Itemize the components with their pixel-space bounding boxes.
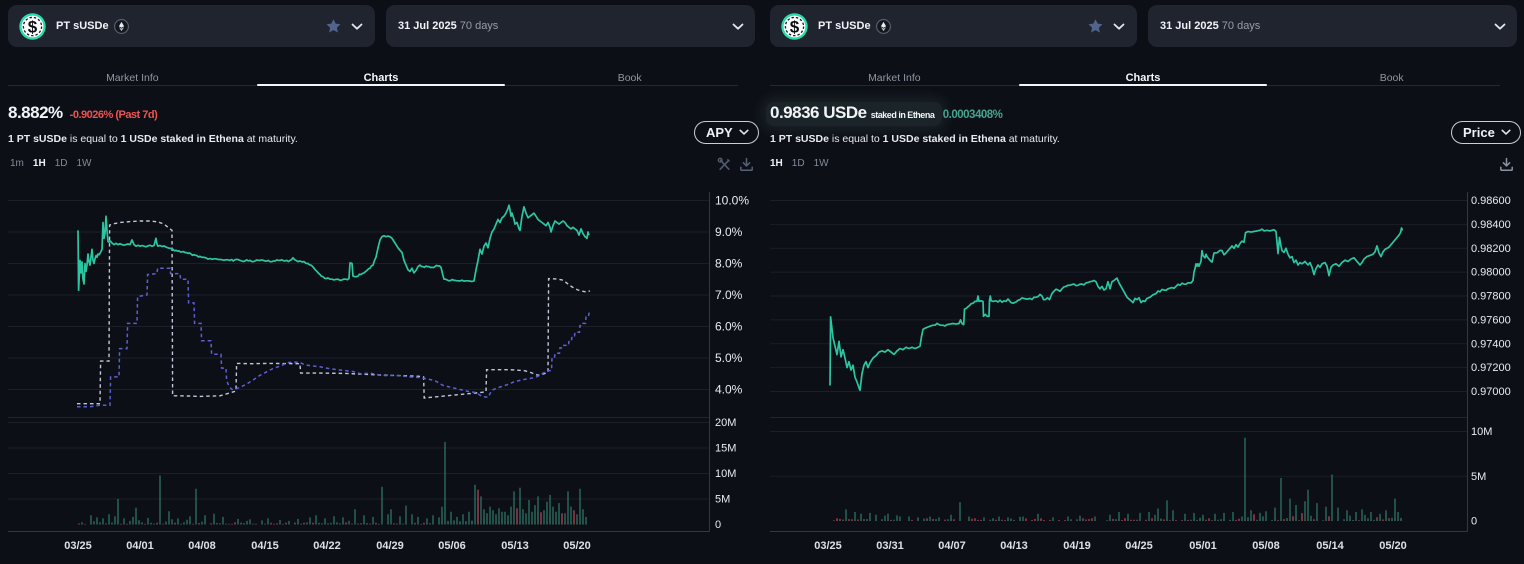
svg-text:0.98600: 0.98600 xyxy=(1471,195,1511,207)
svg-text:03/25: 03/25 xyxy=(64,540,92,552)
svg-text:15M: 15M xyxy=(715,443,736,455)
svg-text:10M: 10M xyxy=(715,468,736,480)
svg-text:0.97200: 0.97200 xyxy=(1471,362,1511,374)
svg-text:04/29: 04/29 xyxy=(376,540,404,552)
svg-text:5.0%: 5.0% xyxy=(715,351,743,365)
svg-text:4.0%: 4.0% xyxy=(715,383,743,397)
svg-text:20M: 20M xyxy=(715,417,736,429)
svg-text:0.97400: 0.97400 xyxy=(1471,338,1511,350)
svg-text:04/08: 04/08 xyxy=(188,540,216,552)
svg-text:5M: 5M xyxy=(1471,471,1486,483)
svg-text:04/01: 04/01 xyxy=(126,540,154,552)
svg-text:7.0%: 7.0% xyxy=(715,288,743,302)
svg-text:0.97000: 0.97000 xyxy=(1471,386,1511,398)
svg-text:0: 0 xyxy=(715,519,721,531)
svg-text:03/25: 03/25 xyxy=(814,540,842,552)
svg-text:0: 0 xyxy=(1471,516,1477,528)
svg-text:0.98000: 0.98000 xyxy=(1471,267,1511,279)
svg-text:$: $ xyxy=(28,18,38,37)
svg-text:04/13: 04/13 xyxy=(1000,540,1028,552)
svg-text:05/06: 05/06 xyxy=(438,540,466,552)
svg-text:0.97600: 0.97600 xyxy=(1471,314,1511,326)
svg-text:6.0%: 6.0% xyxy=(715,320,743,334)
svg-text:05/20: 05/20 xyxy=(1379,540,1407,552)
svg-text:04/22: 04/22 xyxy=(313,540,341,552)
svg-text:0.97800: 0.97800 xyxy=(1471,291,1511,303)
svg-text:9.0%: 9.0% xyxy=(715,225,743,239)
svg-text:0.98200: 0.98200 xyxy=(1471,243,1511,255)
svg-text:04/07: 04/07 xyxy=(938,540,966,552)
svg-text:05/13: 05/13 xyxy=(501,540,529,552)
svg-text:0.98400: 0.98400 xyxy=(1471,219,1511,231)
svg-text:04/15: 04/15 xyxy=(251,540,279,552)
svg-text:05/01: 05/01 xyxy=(1189,540,1217,552)
svg-text:04/25: 04/25 xyxy=(1125,540,1153,552)
svg-text:05/20: 05/20 xyxy=(563,540,591,552)
svg-text:$: $ xyxy=(790,18,800,37)
svg-text:10M: 10M xyxy=(1471,426,1492,438)
svg-text:03/31: 03/31 xyxy=(876,540,904,552)
svg-text:05/14: 05/14 xyxy=(1316,540,1344,552)
svg-text:05/08: 05/08 xyxy=(1252,540,1280,552)
svg-text:04/19: 04/19 xyxy=(1063,540,1091,552)
svg-text:8.0%: 8.0% xyxy=(715,257,743,271)
svg-text:10.0%: 10.0% xyxy=(715,194,749,208)
svg-text:5M: 5M xyxy=(715,494,730,506)
